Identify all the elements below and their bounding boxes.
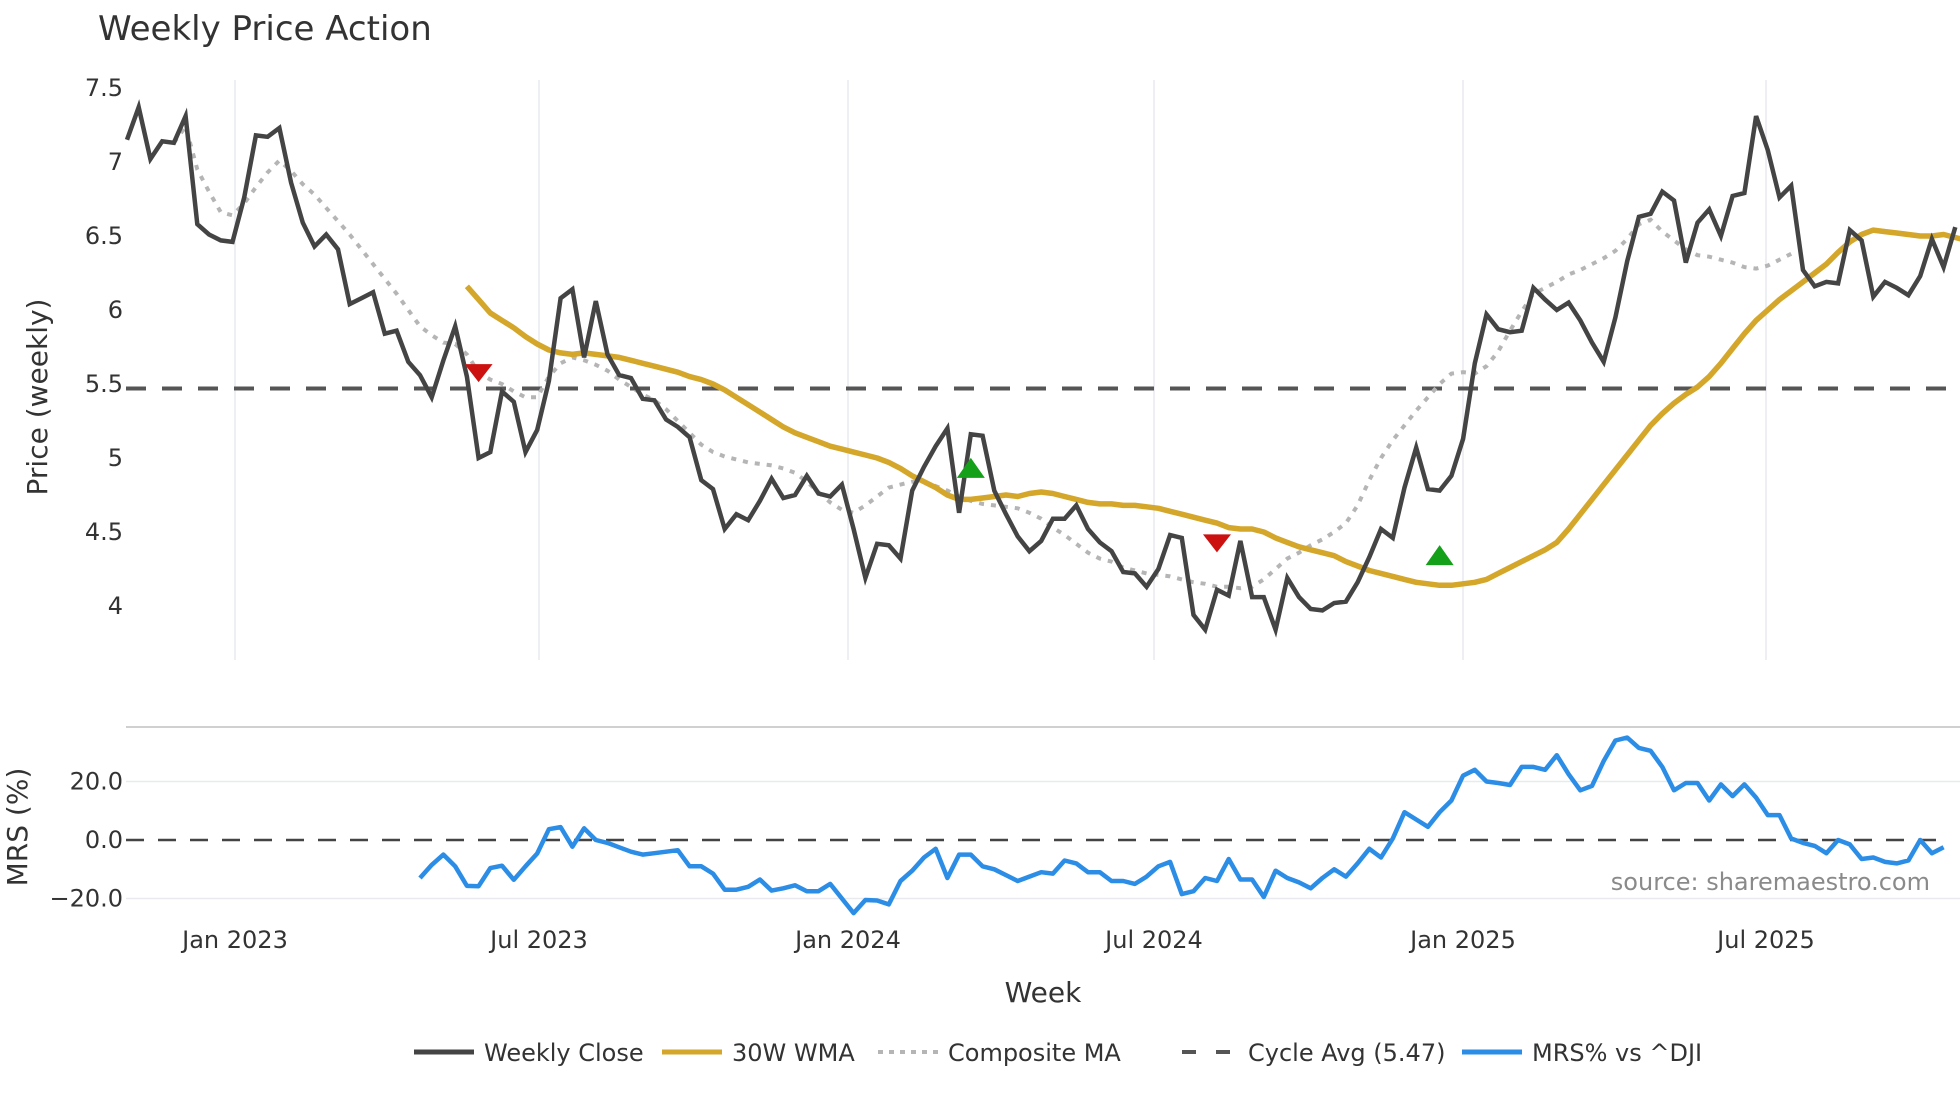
x-tick-label: Jul 2023 bbox=[488, 926, 588, 954]
price-y-tick-label: 6 bbox=[108, 296, 123, 324]
wma-30w-line bbox=[464, 227, 1960, 589]
legend-label: MRS% vs ^DJI bbox=[1532, 1039, 1702, 1067]
mrs-gridlines bbox=[126, 780, 1960, 900]
mrs-y-tick-label: 0.0 bbox=[85, 826, 123, 854]
x-tick-label: Jul 2025 bbox=[1715, 926, 1815, 954]
x-axis-title: Week bbox=[1005, 976, 1082, 1009]
legend-item: Cycle Avg (5.47) bbox=[1182, 1039, 1445, 1067]
x-tick-label: Jul 2024 bbox=[1103, 926, 1203, 954]
legend-item: MRS% vs ^DJI bbox=[1462, 1039, 1702, 1067]
price-y-tick-label: 4.5 bbox=[85, 518, 123, 546]
mrs-y-tick-label: 20.0 bbox=[70, 768, 123, 796]
x-tick-label: Jan 2025 bbox=[1408, 926, 1516, 954]
legend: Weekly Close 30W WMA Composite MA Cycle Avg… bbox=[414, 1039, 1702, 1067]
mrs-y-axis-title: MRS (%) bbox=[1, 768, 34, 887]
price-plot-area bbox=[124, 99, 1960, 638]
price-y-tick-label: 7.5 bbox=[85, 74, 123, 102]
price-y-tick-label: 7 bbox=[108, 148, 123, 176]
signal-markers bbox=[464, 364, 1454, 566]
mrs-y-tick-label: −20.0 bbox=[49, 885, 123, 913]
legend-item: Composite MA bbox=[878, 1039, 1121, 1067]
x-axis-ticks: Jan 2023 Jul 2023 Jan 2024 Jul 2024 Jan 2025… bbox=[180, 926, 1815, 954]
buy-signal-marker bbox=[956, 457, 985, 478]
legend-item: Weekly Close bbox=[414, 1039, 644, 1067]
source-annotation: source: sharemaestro.com bbox=[1611, 868, 1930, 896]
mrs-line bbox=[418, 735, 1945, 916]
legend-label: 30W WMA bbox=[732, 1039, 855, 1067]
price-gridlines bbox=[234, 80, 1767, 660]
composite-ma-line bbox=[172, 121, 1793, 591]
chart-title: Weekly Price Action bbox=[98, 9, 432, 49]
mrs-y-ticks: 20.0 0.0 −20.0 bbox=[49, 768, 123, 913]
legend-label: Weekly Close bbox=[484, 1039, 644, 1067]
x-tick-label: Jan 2024 bbox=[793, 926, 901, 954]
legend-item: 30W WMA bbox=[662, 1039, 855, 1067]
x-tick-label: Jan 2023 bbox=[180, 926, 288, 954]
legend-label: Cycle Avg (5.47) bbox=[1248, 1039, 1445, 1067]
price-y-tick-label: 5.5 bbox=[85, 370, 123, 398]
weekly-close-line bbox=[124, 99, 1958, 638]
price-y-tick-label: 6.5 bbox=[85, 222, 123, 250]
price-y-tick-label: 4 bbox=[108, 592, 123, 620]
sell-signal-marker bbox=[1202, 534, 1231, 553]
legend-label: Composite MA bbox=[948, 1039, 1121, 1067]
mrs-plot-area bbox=[126, 735, 1948, 916]
sell-signal-marker bbox=[464, 364, 493, 383]
price-y-ticks: 7.5 7 6.5 6 5.5 5 4.5 4 bbox=[85, 74, 123, 620]
price-y-axis-title: Price (weekly) bbox=[21, 299, 54, 496]
buy-signal-marker bbox=[1425, 545, 1454, 566]
price-y-tick-label: 5 bbox=[108, 444, 123, 472]
